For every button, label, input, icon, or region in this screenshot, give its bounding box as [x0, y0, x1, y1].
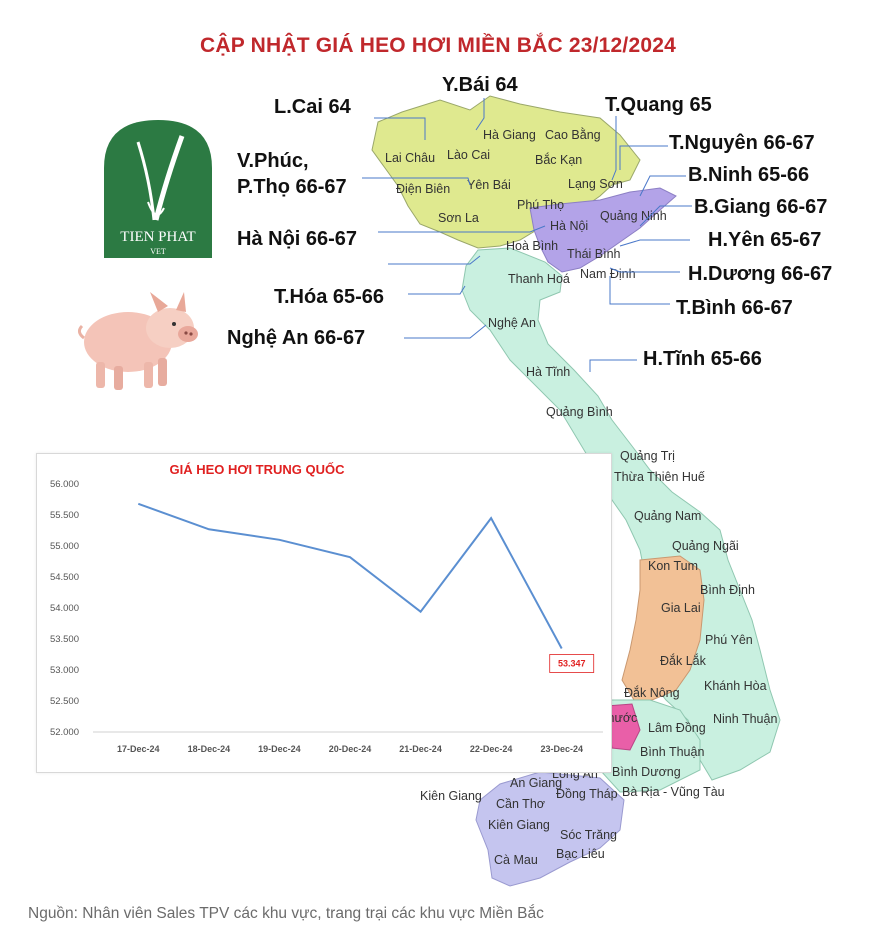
- logo-subtext: VET: [150, 247, 166, 256]
- province-label: Ninh Thuận: [713, 712, 777, 726]
- province-label: An Giang: [510, 776, 562, 790]
- logo-text: TIEN PHAT: [120, 229, 195, 245]
- province-label: Quảng Bình: [546, 405, 613, 419]
- province-label: Quảng Ngãi: [672, 539, 739, 553]
- price-label-hai-duong: H.Dương 66-67: [688, 263, 833, 285]
- x-tick-label: 18-Dec-24: [188, 744, 231, 754]
- y-tick-label: 55.000: [50, 541, 79, 552]
- province-label: Quảng Nam: [634, 509, 701, 523]
- province-label: Khánh Hòa: [704, 679, 767, 693]
- x-tick-label: 19-Dec-24: [258, 744, 301, 754]
- province-label: Bà Rịa - Vũng Tàu: [622, 785, 725, 799]
- x-tick-label: 17-Dec-24: [117, 744, 160, 754]
- page-title: CẬP NHẬT GIÁ HEO HƠI MIỀN BẮC 23/12/2024: [200, 34, 676, 57]
- province-label: Sóc Trăng: [560, 828, 617, 842]
- province-label: Điện Biên: [396, 182, 450, 196]
- last-value-label: 53.347: [549, 654, 595, 673]
- province-label: Gia Lai: [661, 601, 701, 615]
- province-label: Lào Cai: [447, 148, 490, 162]
- chart-canvas: GIÁ HEO HƠI TRUNG QUỐC 56.000 55.500 55.00…: [50, 462, 603, 754]
- province-label: Lâm Đồng: [648, 721, 706, 735]
- leader-lines: [362, 98, 692, 372]
- province-label: Đồng Tháp: [556, 787, 618, 801]
- province-label: Cần Thơ: [496, 797, 545, 811]
- province-label: Đắk Lắk: [660, 653, 707, 668]
- map-region-central: [461, 247, 781, 781]
- price-label-thai-nguyen: T.Nguyên 66-67: [669, 132, 815, 154]
- province-label: Quảng Trị: [620, 449, 675, 463]
- province-label: Thừa Thiên Huế: [614, 470, 705, 484]
- price-label-nghe-an: Nghệ An 66-67: [227, 327, 366, 349]
- price-label-lao-cai: L.Cai 64: [274, 96, 351, 118]
- x-tick-label: 23-Dec-24: [540, 744, 583, 754]
- province-label: Bắc Kạn: [535, 152, 582, 167]
- price-label-bac-ninh: B.Ninh 65-66: [688, 164, 810, 186]
- x-tick-label: 20-Dec-24: [329, 744, 372, 754]
- province-labels: Hà Giang Cao Bằng Lai Châu Lào Cai Bắc K…: [385, 127, 777, 867]
- province-label: Lạng Sơn: [568, 177, 623, 191]
- tien-phat-logo: TIEN PHAT VET: [104, 120, 212, 258]
- province-label: Hà Tĩnh: [526, 365, 570, 379]
- price-label-vinh-phuc: V.Phúc,: [237, 150, 309, 172]
- province-label: Hà Nội: [550, 219, 588, 233]
- map-region-delta: [529, 187, 677, 273]
- price-label-hung-yen: H.Yên 65-67: [708, 229, 822, 251]
- price-label-tuyen-quang: T.Quang 65: [605, 94, 712, 116]
- y-tick-label: 53.000: [50, 665, 79, 676]
- province-label: Kiên Giang: [420, 789, 482, 803]
- price-label-ha-noi: Hà Nội 66-67: [237, 228, 358, 250]
- y-tick-label: 53.500: [50, 634, 79, 645]
- province-label: Thái Bình: [567, 247, 621, 261]
- series-line: [137, 502, 563, 649]
- map-region-mekong: [475, 771, 625, 887]
- province-label: Phú Thọ: [517, 198, 564, 212]
- y-tick-label: 54.500: [50, 572, 79, 583]
- y-tick-label: 54.000: [50, 603, 79, 614]
- province-label: Đắk Nông: [624, 685, 680, 700]
- map-region-highlands: [621, 555, 705, 701]
- province-label: Nghệ An: [488, 316, 536, 330]
- y-axis: 56.000 55.500 55.000 54.500 54.000 53.500 53.0…: [50, 479, 79, 738]
- chart-title: GIÁ HEO HƠI TRUNG QUỐC: [169, 462, 345, 477]
- province-label: Cao Bằng: [545, 127, 601, 142]
- province-label: Cà Mau: [494, 853, 538, 867]
- province-label: Bình Định: [700, 583, 755, 597]
- province-label: Hoà Bình: [506, 239, 558, 253]
- province-label: Sơn La: [438, 211, 479, 225]
- y-tick-label: 52.000: [50, 727, 79, 738]
- y-tick-label: 52.500: [50, 696, 79, 707]
- price-label-yen-bai: Y.Bái 64: [442, 74, 518, 96]
- source-note: Nguồn: Nhân viên Sales TPV các khu vực, …: [28, 905, 544, 922]
- province-label: Bạc Liêu: [556, 847, 605, 861]
- province-label: Nam Định: [580, 267, 636, 281]
- pig-image: [78, 292, 198, 390]
- price-label-bac-giang: B.Giang 66-67: [694, 196, 828, 218]
- x-tick-label: 21-Dec-24: [399, 744, 442, 754]
- province-label: Hà Giang: [483, 128, 536, 142]
- province-label: Kon Tum: [648, 559, 698, 573]
- y-tick-label: 55.500: [50, 510, 79, 521]
- province-label: Kiên Giang: [488, 818, 550, 832]
- china-pig-price-chart: GIÁ HEO HƠI TRUNG QUỐC 56.000 55.500 55.00…: [36, 453, 612, 773]
- price-label-thai-binh: T.Bình 66-67: [676, 297, 793, 319]
- province-label: Lai Châu: [385, 151, 435, 165]
- province-label: Phú Yên: [705, 633, 753, 647]
- province-label: Quảng Ninh: [600, 209, 667, 223]
- price-label-phu-tho: P.Thọ 66-67: [237, 176, 347, 198]
- price-label-ha-tinh: H.Tĩnh 65-66: [643, 348, 762, 370]
- province-label: Thanh Hoá: [508, 272, 570, 286]
- last-value-text: 53.347: [558, 658, 586, 668]
- price-label-thanh-hoa: T.Hóa 65-66: [274, 286, 385, 308]
- y-tick-label: 56.000: [50, 479, 79, 490]
- x-tick-label: 22-Dec-24: [470, 744, 513, 754]
- province-label: Bình Thuận: [640, 745, 704, 759]
- province-label: Yên Bái: [467, 178, 511, 192]
- province-label: Bình Dương: [612, 765, 681, 779]
- x-axis: 17-Dec-24 18-Dec-24 19-Dec-24 20-Dec-24 21-D…: [117, 744, 583, 754]
